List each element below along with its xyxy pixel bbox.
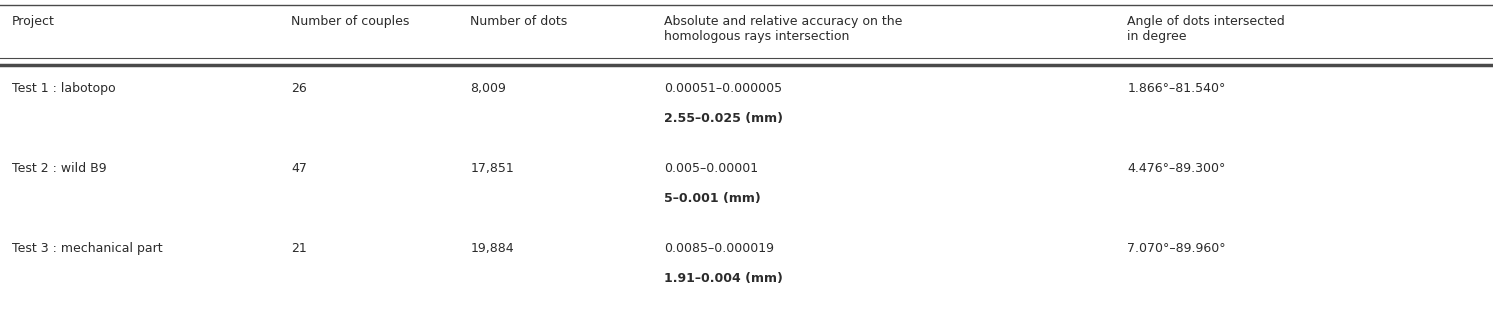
Text: Absolute and relative accuracy on the
homologous rays intersection: Absolute and relative accuracy on the ho… — [664, 15, 903, 43]
Text: Test 3 : mechanical part: Test 3 : mechanical part — [12, 242, 163, 255]
Text: 0.005–0.00001: 0.005–0.00001 — [664, 162, 758, 175]
Text: Number of couples: Number of couples — [291, 15, 409, 28]
Text: 19,884: 19,884 — [470, 242, 514, 255]
Text: Test 2 : wild B9: Test 2 : wild B9 — [12, 162, 106, 175]
Text: 21: 21 — [291, 242, 308, 255]
Text: 17,851: 17,851 — [470, 162, 514, 175]
Text: 0.00051–0.000005: 0.00051–0.000005 — [664, 82, 782, 95]
Text: 47: 47 — [291, 162, 308, 175]
Text: Number of dots: Number of dots — [470, 15, 567, 28]
Text: 26: 26 — [291, 82, 308, 95]
Text: 1.866°–81.540°: 1.866°–81.540° — [1127, 82, 1226, 95]
Text: 7.070°–89.960°: 7.070°–89.960° — [1127, 242, 1226, 255]
Text: Angle of dots intersected
in degree: Angle of dots intersected in degree — [1127, 15, 1285, 43]
Text: Test 1 : labotopo: Test 1 : labotopo — [12, 82, 115, 95]
Text: 1.91–0.004 (mm): 1.91–0.004 (mm) — [664, 272, 784, 285]
Text: 8,009: 8,009 — [470, 82, 506, 95]
Text: 0.0085–0.000019: 0.0085–0.000019 — [664, 242, 775, 255]
Text: 2.55–0.025 (mm): 2.55–0.025 (mm) — [664, 112, 784, 125]
Text: Project: Project — [12, 15, 55, 28]
Text: 5–0.001 (mm): 5–0.001 (mm) — [664, 192, 761, 205]
Text: 4.476°–89.300°: 4.476°–89.300° — [1127, 162, 1226, 175]
